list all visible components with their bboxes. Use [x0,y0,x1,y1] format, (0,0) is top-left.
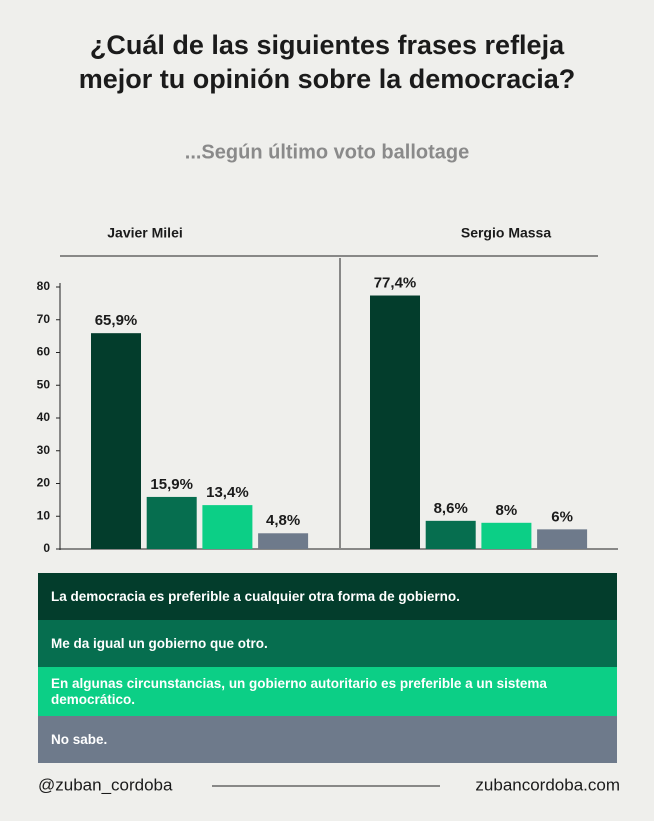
bar [370,295,420,549]
value-label: 4,8% [266,512,300,529]
y-tick-label: 30 [37,443,51,457]
value-label: 15,9% [150,476,193,493]
y-tick-label: 50 [37,377,51,391]
footer-handle: @zuban_cordoba [38,775,173,794]
y-tick-label: 0 [43,541,50,555]
panel-label: Javier Milei [107,225,183,241]
value-label: 6% [551,508,573,525]
legend-item: La democracia es preferible a cualquier … [38,573,617,620]
chart-title: mejor tu opinión sobre la democracia? [79,64,576,94]
legend-item: En algunas circunstancias, un gobierno a… [38,667,617,716]
footer-site: zubancordoba.com [475,775,620,794]
chart-subtitle: ...Según último voto ballotage [185,141,469,163]
value-label: 13,4% [206,484,249,501]
bar [425,520,476,549]
y-tick-label: 80 [37,279,51,293]
y-tick-label: 70 [37,312,51,326]
chart-title: ¿Cuál de las siguientes frases refleja [90,30,565,60]
y-tick-label: 10 [37,508,51,522]
panel-label: Sergio Massa [461,225,551,241]
value-label: 65,9% [95,312,138,329]
y-tick-label: 40 [37,410,51,424]
bar [202,505,253,549]
value-label: 8% [496,502,518,519]
y-tick-label: 20 [37,476,51,490]
legend-item: Me da igual un gobierno que otro. [38,620,617,667]
value-label: 8,6% [434,500,468,517]
y-tick-label: 60 [37,345,51,359]
bar [537,529,588,549]
value-label: 77,4% [374,274,417,291]
bar [481,522,532,549]
bar [258,533,309,549]
bar [91,333,141,549]
bar [146,496,197,549]
legend-item: No sabe. [38,716,617,763]
